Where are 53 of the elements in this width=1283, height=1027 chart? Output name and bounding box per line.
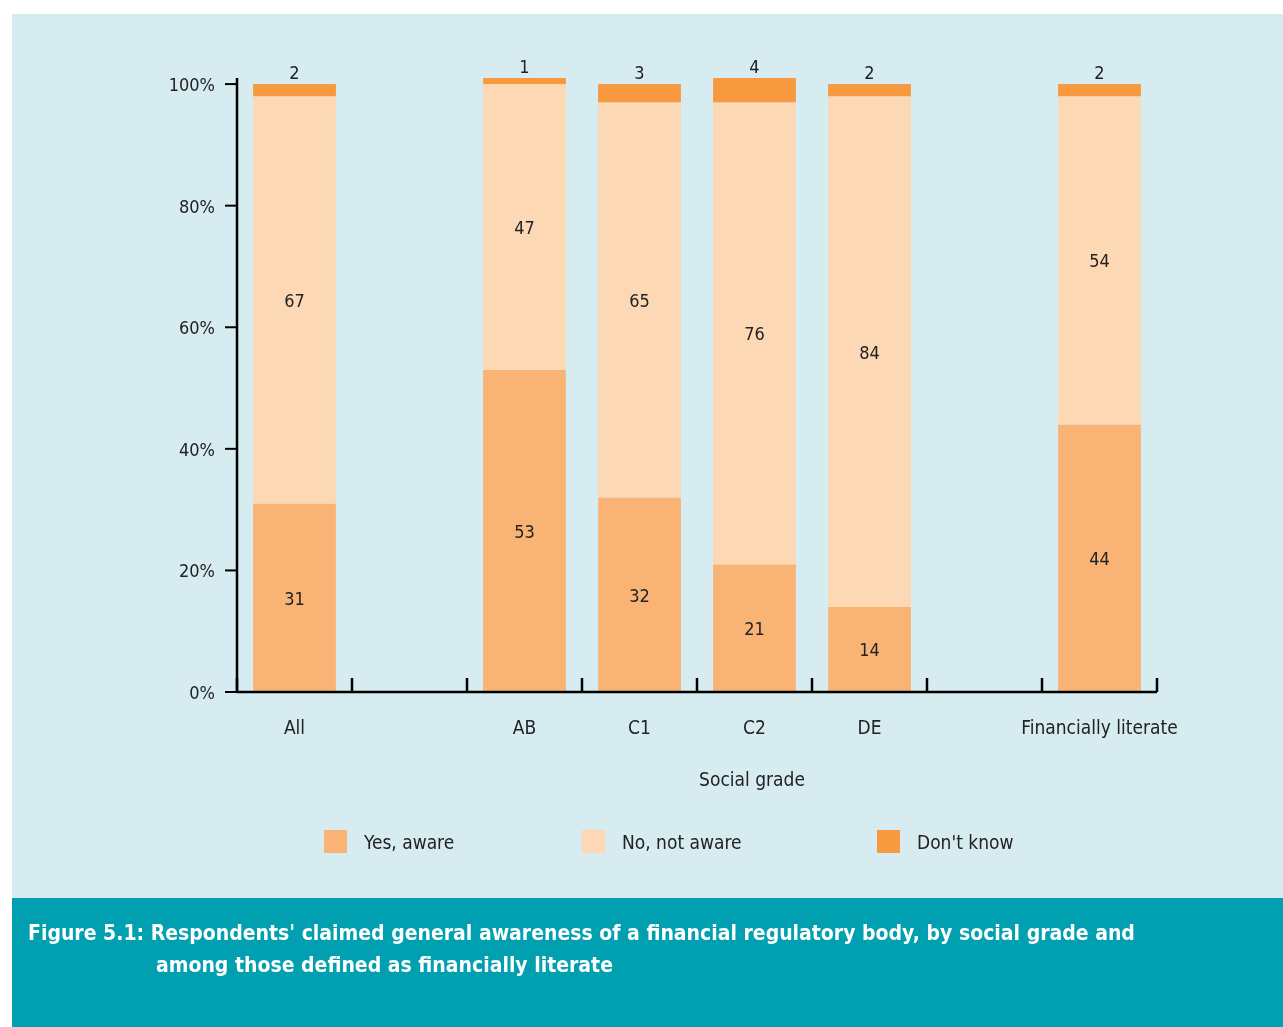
data-label: 32 xyxy=(629,584,650,606)
data-label: 2 xyxy=(864,62,875,84)
y-tick-label: 0% xyxy=(189,682,215,703)
x-tick-label: DE xyxy=(857,716,882,738)
bar xyxy=(253,84,336,97)
data-label: 47 xyxy=(514,216,535,238)
bar xyxy=(253,503,336,692)
data-label: 31 xyxy=(284,587,305,609)
bar xyxy=(483,78,566,85)
bar xyxy=(1058,84,1141,97)
y-tick-label: 80% xyxy=(179,195,215,217)
legend-label: No, not aware xyxy=(622,831,742,853)
data-label: 76 xyxy=(744,323,765,345)
bar xyxy=(253,96,336,504)
bar xyxy=(713,564,796,692)
data-label: 21 xyxy=(744,618,765,640)
bar xyxy=(828,606,911,692)
x-tick-label: AB xyxy=(512,716,537,738)
data-label: 84 xyxy=(859,341,880,363)
text: Figure 5.1: Respondents' claimed general awareness of a financial regulatory body, by social grade and among those defined as financially literate xyxy=(28,921,1135,977)
bar xyxy=(828,96,911,607)
y-tick-label: 60% xyxy=(179,317,215,339)
data-label: 4 xyxy=(749,56,760,77)
y-tick-label: 40% xyxy=(179,438,215,460)
x-axis-title: Social grade xyxy=(699,768,805,790)
data-label: 53 xyxy=(514,520,535,542)
data-label: 1 xyxy=(519,56,530,77)
bar xyxy=(598,84,681,103)
bar xyxy=(828,84,911,97)
legend-label: Yes, aware xyxy=(363,831,455,853)
data-label: 14 xyxy=(859,639,880,661)
data-label: 2 xyxy=(1094,62,1105,84)
legend-label: Don't know xyxy=(917,831,1014,853)
y-tick-label: 100% xyxy=(168,74,215,96)
y-tick-label: 20% xyxy=(179,560,215,582)
data-label: 3 xyxy=(634,62,645,84)
x-tick-label: C2 xyxy=(743,716,766,738)
bar xyxy=(598,497,681,692)
data-label: 44 xyxy=(1089,548,1110,570)
data-label: 67 xyxy=(284,289,305,311)
x-tick-label: Financially literate xyxy=(1021,716,1178,738)
bar xyxy=(483,84,566,370)
bar xyxy=(1058,424,1141,692)
x-tick-label: All xyxy=(283,716,306,738)
bar xyxy=(483,369,566,692)
bar xyxy=(713,102,796,565)
x-tick-label: C1 xyxy=(628,716,651,738)
bar xyxy=(713,78,796,103)
data-label: 2 xyxy=(289,62,300,84)
data-label: 65 xyxy=(629,289,650,311)
bar xyxy=(1058,96,1141,425)
data-label: 54 xyxy=(1089,250,1110,272)
bar xyxy=(598,102,681,498)
